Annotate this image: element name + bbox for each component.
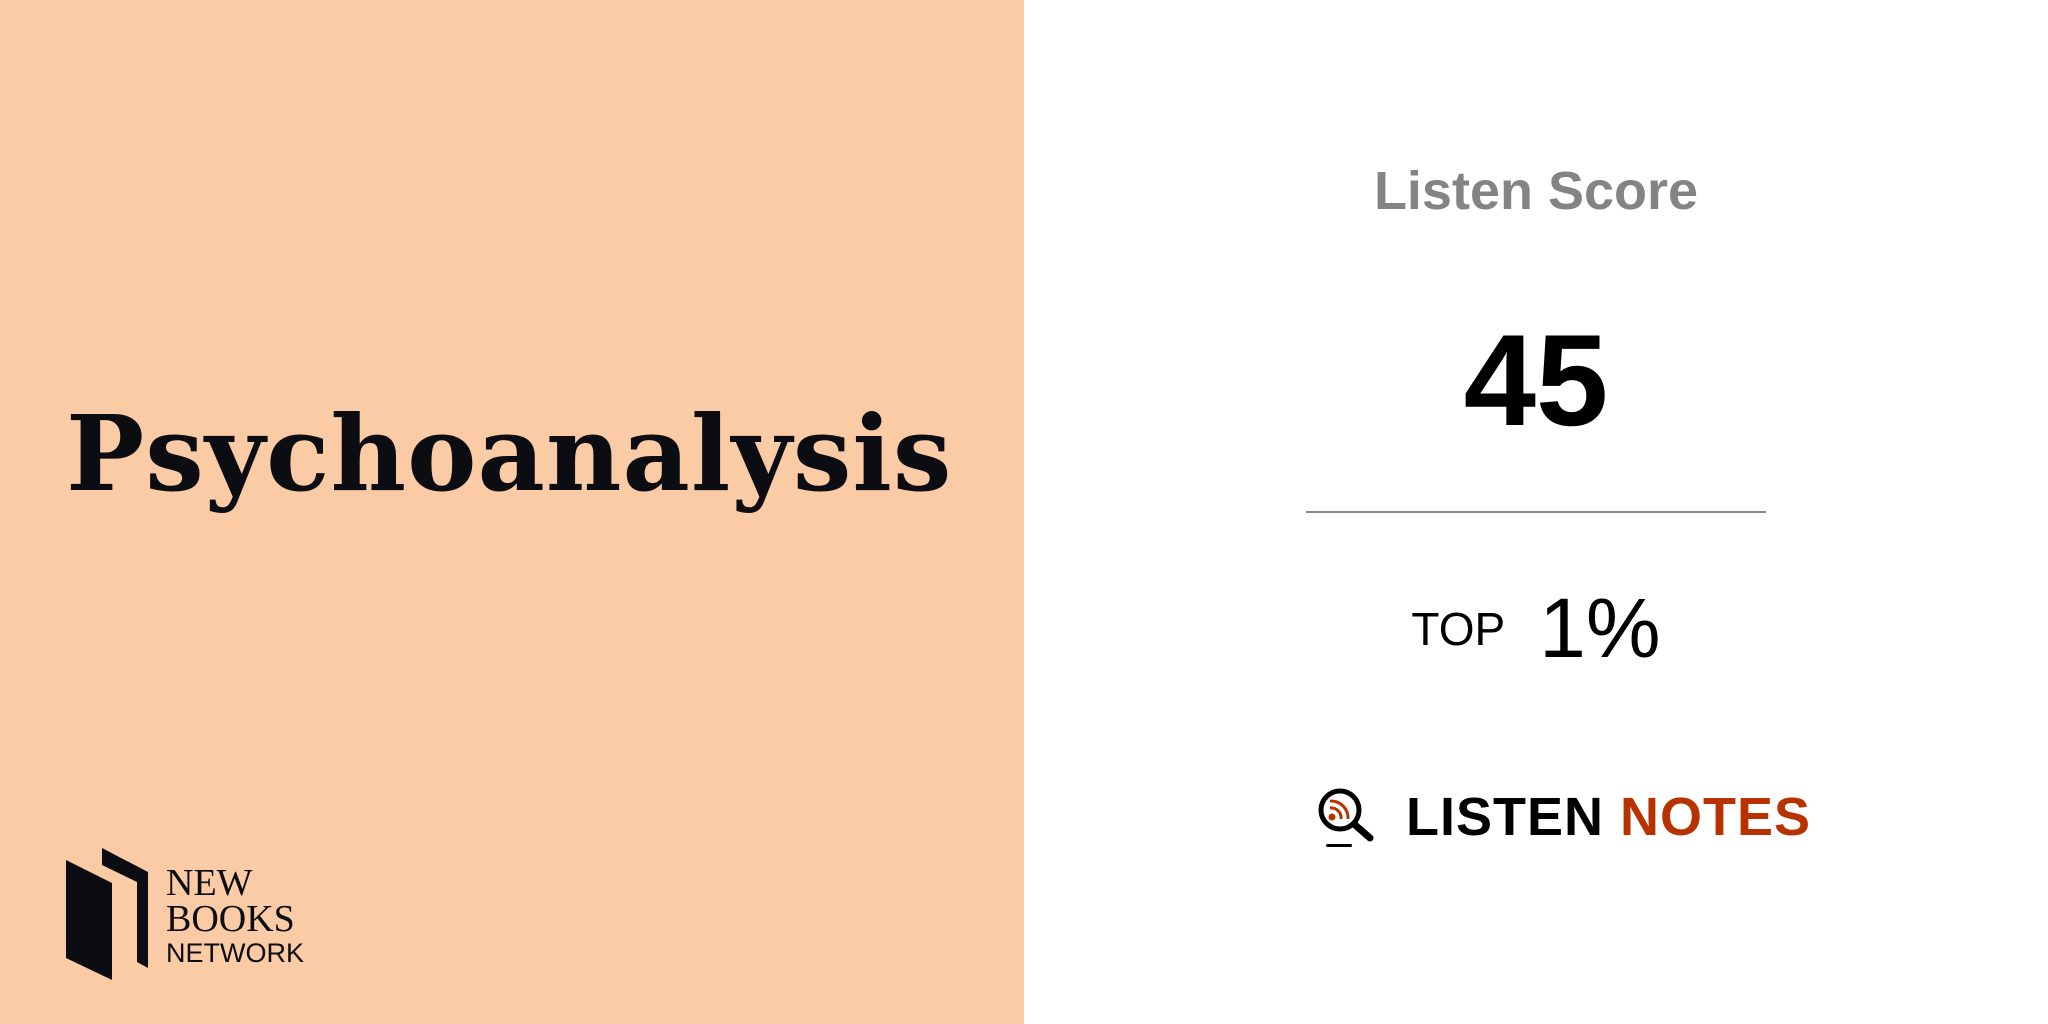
ranking: TOP 1% <box>1024 580 2048 677</box>
listen-score-label: Listen Score <box>1373 161 1699 221</box>
logo-line-network: NETWORK <box>166 938 304 968</box>
ranking-value: 1% <box>1539 581 1661 675</box>
magnifier-podcast-icon <box>1318 788 1374 847</box>
podcast-title: Psychoanalysis <box>66 392 953 515</box>
listen-score-value: 45 <box>1463 307 1609 453</box>
ranking-prefix: TOP <box>1411 602 1506 655</box>
new-books-network-logo: NEW BOOKS NETWORK <box>166 864 304 967</box>
brand-word-listen: LISTEN <box>1406 787 1605 847</box>
logo-line-books: BOOKS <box>166 898 295 940</box>
cover-panel: Psychoanalysis NEW BOOKS NETWORK <box>0 0 1024 1024</box>
divider <box>1306 511 1766 513</box>
logo-line-new: NEW <box>166 862 253 904</box>
listen-notes-logo: LISTEN NOTES <box>1316 786 1811 848</box>
listen-notes-wordmark: LISTEN NOTES <box>1406 786 1811 848</box>
new-books-network-logo-icon <box>66 848 148 980</box>
brand-word-notes: NOTES <box>1620 787 1812 847</box>
